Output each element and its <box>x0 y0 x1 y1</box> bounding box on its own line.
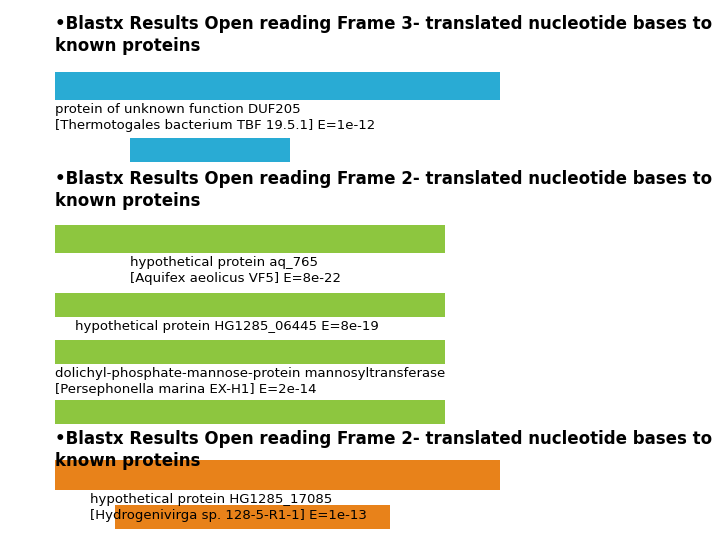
Bar <box>130 138 290 162</box>
Bar <box>55 460 500 490</box>
Bar <box>55 293 445 317</box>
Text: •Blastx Results Open reading Frame 2- translated nucleotide bases to
known prote: •Blastx Results Open reading Frame 2- tr… <box>55 170 712 210</box>
Text: hypothetical protein HG1285_17085
[Hydrogenivirga sp. 128-5-R1-1] E=1e-13: hypothetical protein HG1285_17085 [Hydro… <box>90 493 367 522</box>
Text: dolichyl-phosphate-mannose-protein mannosyltransferase
[Persephonella marina EX-: dolichyl-phosphate-mannose-protein manno… <box>55 367 445 396</box>
Bar <box>115 505 390 529</box>
Bar <box>55 225 445 253</box>
Text: •Blastx Results Open reading Frame 3- translated nucleotide bases to
known prote: •Blastx Results Open reading Frame 3- tr… <box>55 15 712 55</box>
Text: hypothetical protein aq_765
[Aquifex aeolicus VF5] E=8e-22: hypothetical protein aq_765 [Aquifex aeo… <box>130 256 341 285</box>
Bar <box>55 400 445 424</box>
Bar <box>55 72 500 100</box>
Text: hypothetical protein HG1285_06445 E=8e-19: hypothetical protein HG1285_06445 E=8e-1… <box>75 320 379 333</box>
Bar <box>55 340 445 364</box>
Text: protein of unknown function DUF205
[Thermotogales bacterium TBF 19.5.1] E=1e-12: protein of unknown function DUF205 [Ther… <box>55 103 375 132</box>
Text: •Blastx Results Open reading Frame 2- translated nucleotide bases to
known prote: •Blastx Results Open reading Frame 2- tr… <box>55 430 712 470</box>
